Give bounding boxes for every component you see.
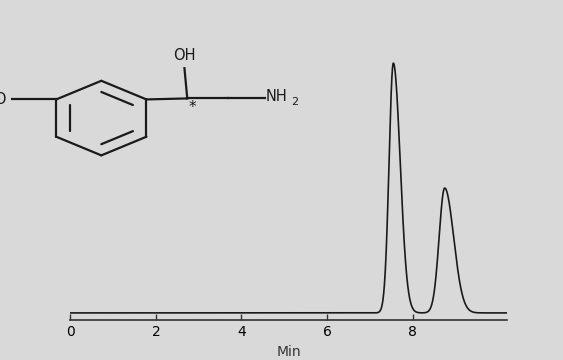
- X-axis label: Min: Min: [276, 345, 301, 359]
- Text: 2: 2: [292, 97, 298, 107]
- Text: NH: NH: [266, 89, 288, 104]
- Text: HO: HO: [0, 92, 7, 107]
- Text: OH: OH: [173, 48, 196, 63]
- Text: *: *: [189, 100, 196, 115]
